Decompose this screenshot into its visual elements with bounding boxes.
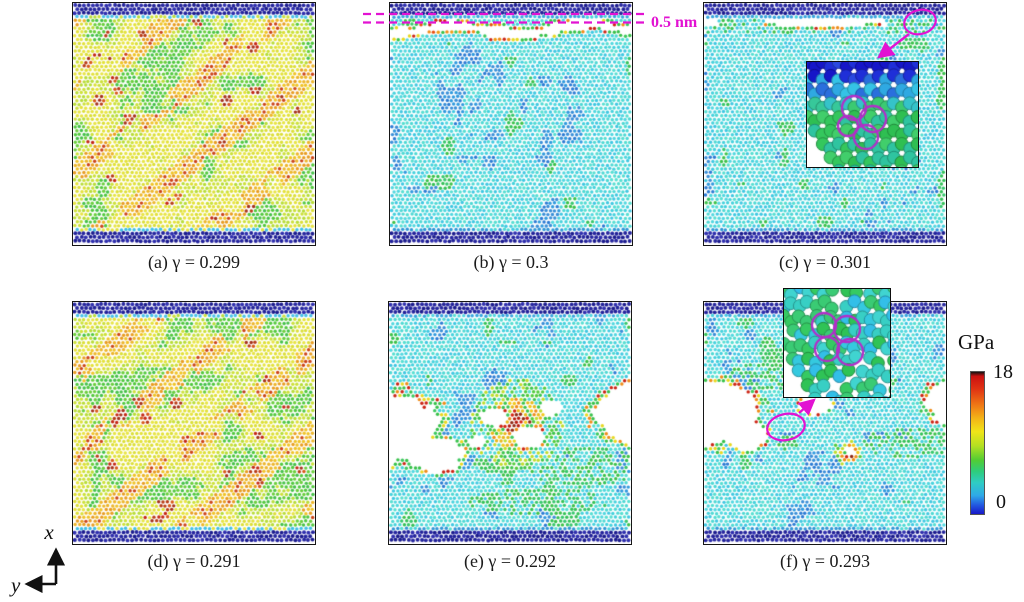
caption-panel-d: (d) γ = 0.291 [147,551,241,571]
snapshot-canvas-e [388,301,632,545]
axis-y-label: y [9,573,21,597]
caption-panel-e: (e) γ = 0.292 [463,551,557,571]
caption-panel-b: (b) γ = 0.3 [473,252,549,272]
colorbar-title: GPa [958,330,995,354]
snapshot-canvas-a [72,2,316,246]
axis-indicator: x y [9,520,66,597]
colorbar-gradient [970,371,985,515]
colorbar-max-label: 18 [993,361,1013,383]
inset-zoom-c [806,61,919,168]
inset-zoom-f [783,288,891,398]
caption-panel-c: (c) γ = 0.301 [778,252,872,272]
caption-panel-a: (a) γ = 0.299 [147,252,241,272]
scale-bar-label: 0.5 nm [651,14,698,31]
caption-panel-f: (f) γ = 0.293 [779,551,871,571]
axis-x-label: x [43,520,54,544]
colorbar-min-label: 0 [996,491,1006,513]
snapshot-canvas-d [72,301,316,545]
snapshot-canvas-b [389,2,633,246]
